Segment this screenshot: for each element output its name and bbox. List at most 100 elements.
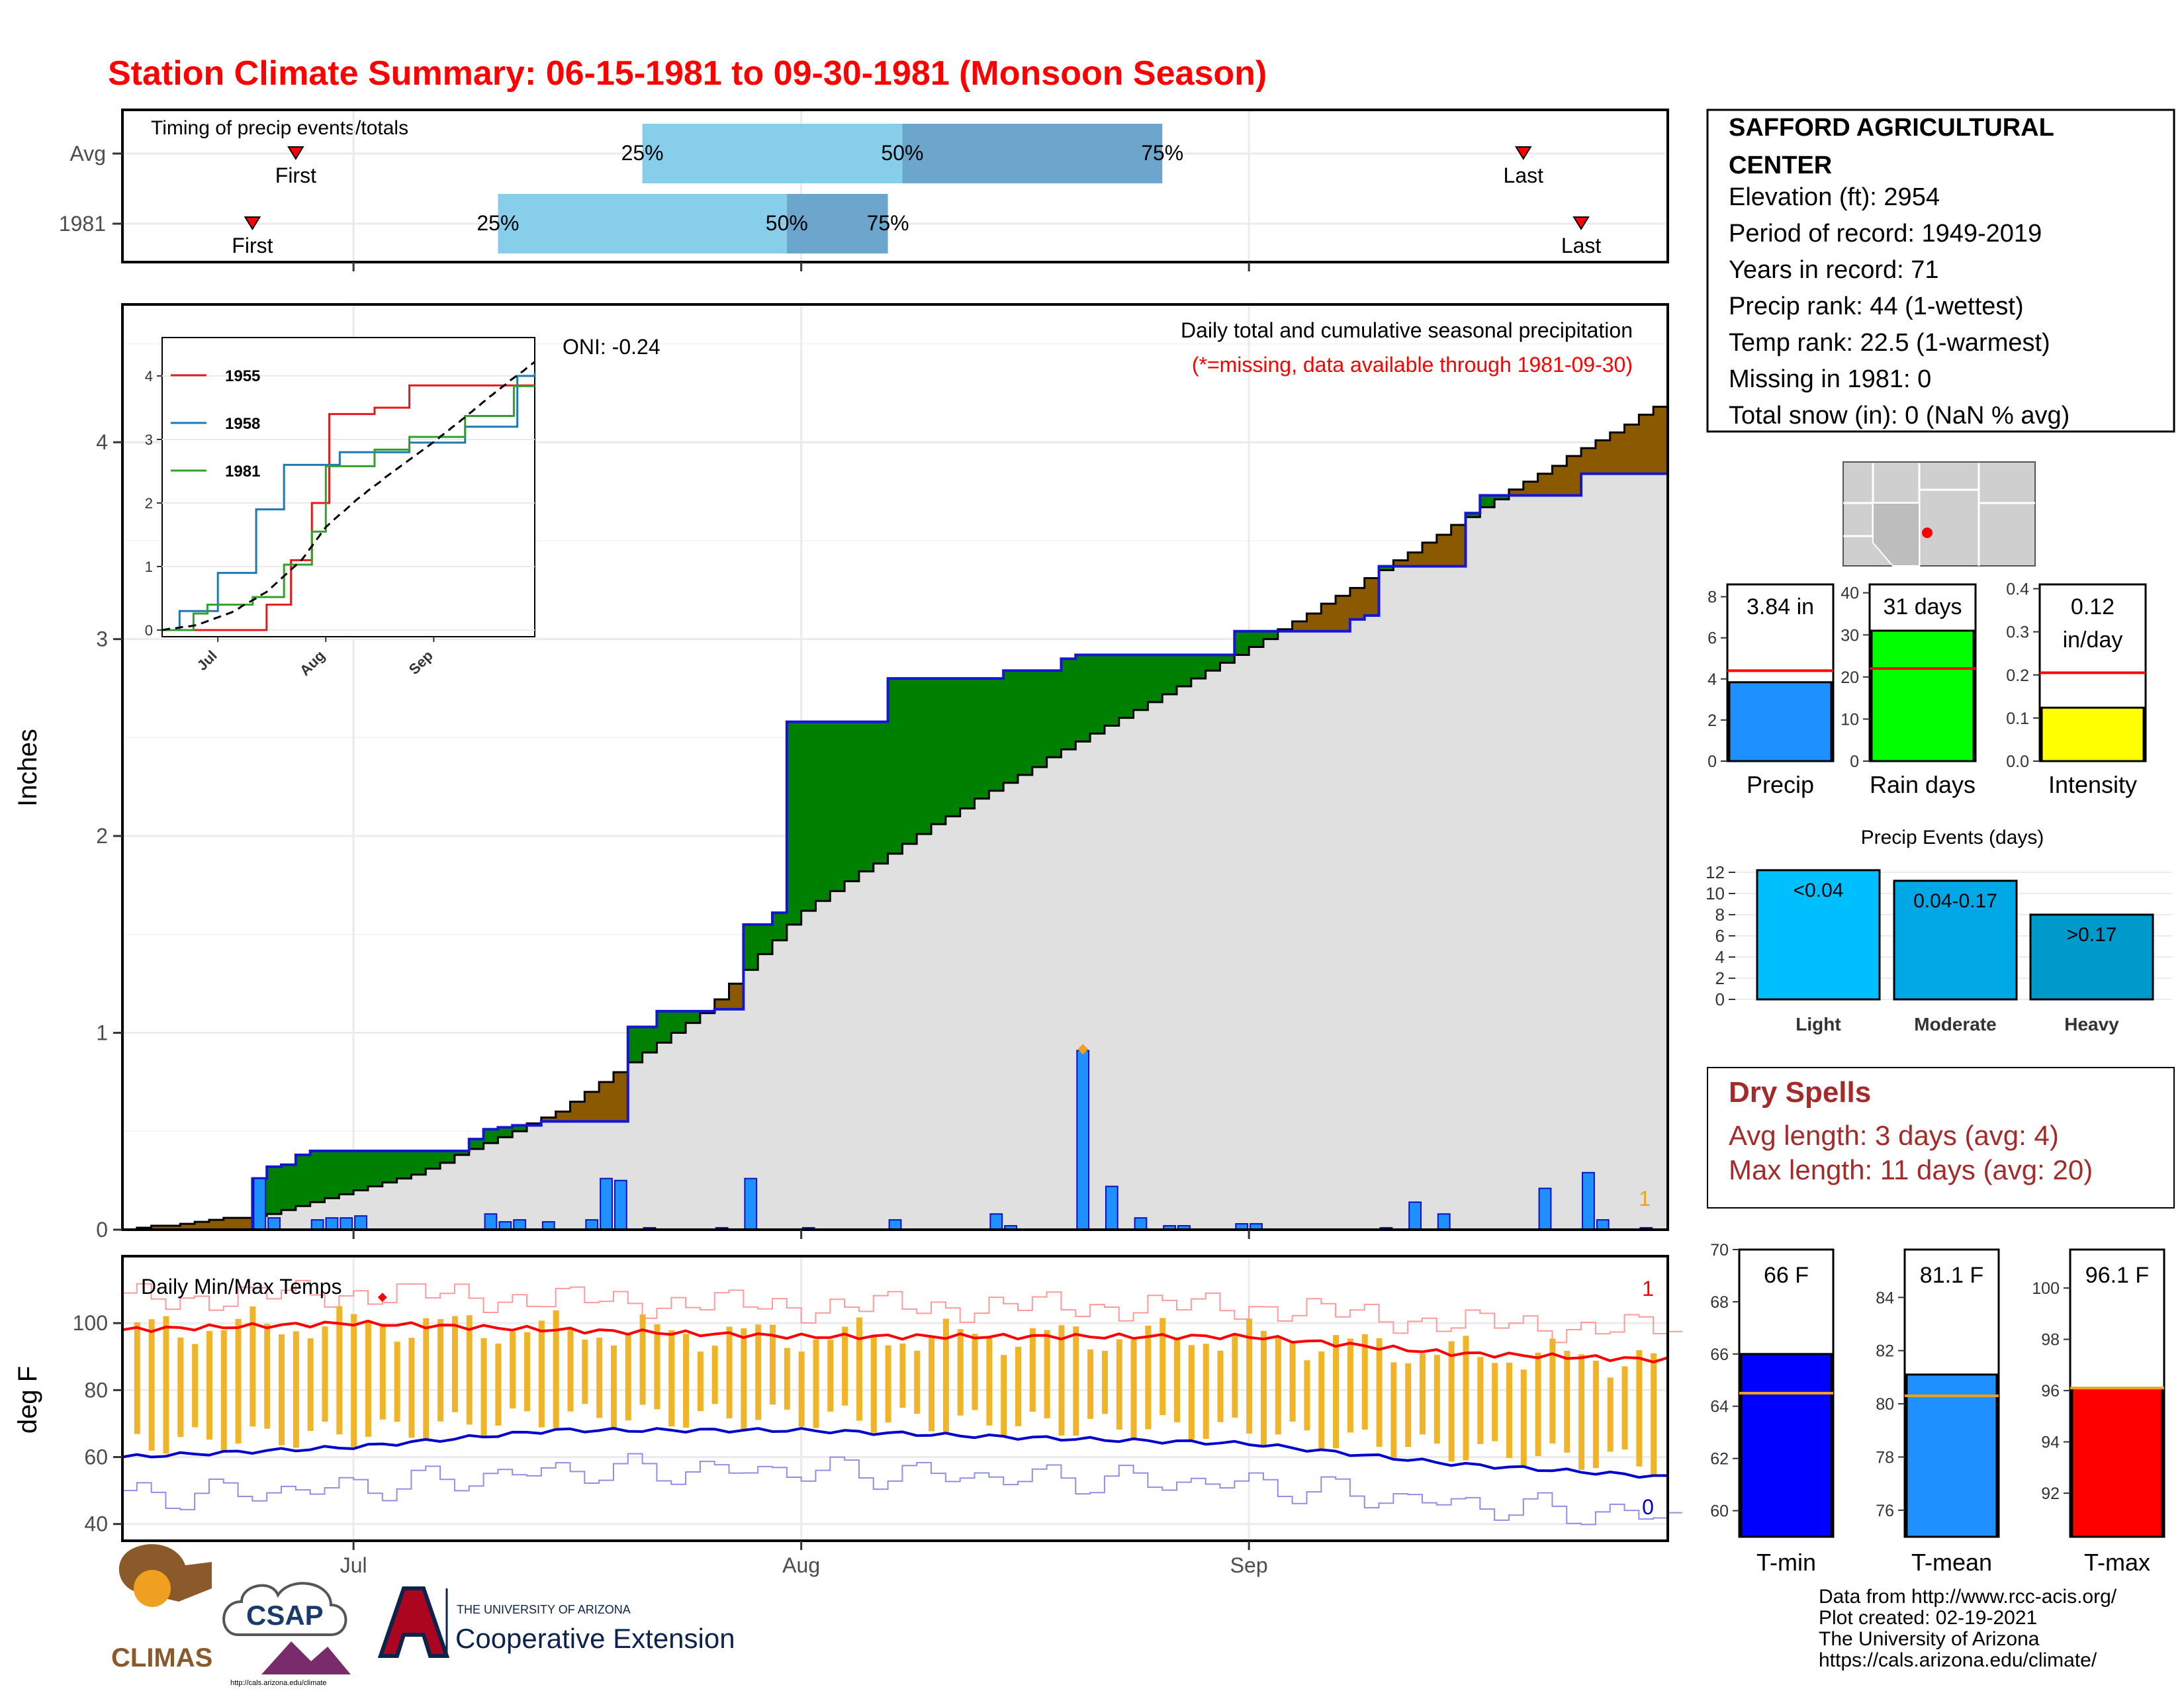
timing-row-label: 1981 — [59, 212, 106, 236]
inset-series-line — [162, 373, 536, 631]
precip-surplus-area — [989, 678, 1004, 791]
daily-temp-range-bar — [322, 1326, 328, 1422]
precip-surplus-area — [671, 1011, 686, 1033]
precip-deficit-area — [238, 1218, 253, 1230]
daily-temp-range-bar — [1549, 1338, 1556, 1444]
summary-bar-value: 0.12 — [2071, 594, 2115, 619]
precip-deficit-area — [1552, 465, 1567, 496]
temp-summary-value: 81.1 F — [1920, 1263, 1983, 1288]
summary-bar-label: Intensity — [2048, 771, 2137, 798]
timing-last-marker — [1514, 146, 1532, 160]
daily-temp-range-bar — [495, 1344, 502, 1426]
precip-surplus-area — [411, 1151, 426, 1175]
precip-surplus-area — [367, 1151, 383, 1187]
precip-panel: 0 1 2 3 4 Inches Daily total and cumulative se… — [13, 303, 1669, 1242]
precip-surplus-area — [426, 1151, 441, 1169]
precip-event-range: <0.04 — [1794, 880, 1844, 901]
precip-surplus-area — [627, 1027, 643, 1063]
precip-surplus-area — [1205, 655, 1221, 671]
precip-surplus-area — [353, 1151, 369, 1191]
temp-summary-y-tick-label: 64 — [1710, 1398, 1729, 1416]
precip-surplus-area — [1075, 655, 1091, 742]
precip-deficit-area — [1436, 535, 1452, 567]
summary-bar-fill — [1728, 681, 1833, 762]
daily-temp-range-bar — [163, 1316, 169, 1454]
inset-frame — [161, 337, 535, 637]
precip-panel-frame — [121, 303, 1669, 1231]
daily-precip-bar — [267, 1217, 281, 1231]
daily-temp-range-bar — [1015, 1346, 1021, 1426]
daily-temp-range-bar — [1448, 1341, 1455, 1462]
precip-deficit-area — [1653, 406, 1668, 474]
precip-surplus-area — [887, 678, 903, 854]
timing-label-25: 25% — [621, 141, 664, 165]
precip-surplus-area — [1494, 495, 1510, 500]
daily-temp-range-bar — [1188, 1345, 1195, 1440]
daily-precip-bar — [1076, 1050, 1090, 1230]
timing-label-50: 50% — [881, 141, 923, 165]
daily-temp-range-bar — [524, 1332, 531, 1412]
daily-temp-range-bar — [798, 1351, 805, 1427]
daily-temp-range-bar — [553, 1310, 559, 1428]
daily-temp-range-bar — [264, 1324, 271, 1429]
dry-spells-max: Max length: 11 days (avg: 20) — [1729, 1154, 2093, 1185]
daily-temp-range-bar — [639, 1314, 646, 1405]
daily-temp-range-bar — [1420, 1353, 1426, 1435]
figure-title: Station Climate Summary: 06-15-1981 to 0… — [108, 54, 1267, 93]
precip-events-title: Precip Events (days) — [1861, 827, 2044, 848]
daily-temp-range-bar — [351, 1314, 357, 1447]
daily-temp-range-bar — [842, 1326, 848, 1406]
daily-temp-range-bar — [192, 1344, 199, 1428]
timing-label-75: 75% — [867, 211, 909, 235]
inset-legend-label: 1981 — [225, 463, 260, 480]
precip-deficit-area — [208, 1220, 224, 1230]
temp-summary-fill — [1905, 1373, 1998, 1538]
precip-deficit-area — [1624, 424, 1639, 474]
precip-surplus-area — [931, 678, 946, 825]
precip-surplus-area — [281, 1164, 296, 1211]
dry-spells-title: Dry Spells — [1729, 1076, 1871, 1109]
max-daily-precip-marker — [1077, 1044, 1089, 1055]
timing-bar-25-50 — [642, 124, 903, 183]
temp-summary-y-tick-label: 60 — [1710, 1502, 1729, 1521]
precip-surplus-area — [1234, 631, 1250, 655]
events-y-tick-label: 8 — [1715, 905, 1725, 925]
precip-deficit-area — [1393, 560, 1408, 567]
temp-summary-y-tick-label: 76 — [1876, 1502, 1894, 1520]
precip-surplus-area — [324, 1151, 340, 1199]
temp-summary-y-tick-label: 98 — [2041, 1331, 2060, 1349]
temperature-summary-bars: 66 F T-min 60 62 64 66 68 70 81.1 F T-mean 76 78 80 8… — [1710, 1241, 2165, 1576]
daily-temp-range-bar — [1116, 1339, 1122, 1430]
daily-temp-range-bar — [929, 1336, 935, 1432]
temp-panel-label: Daily Min/Max Temps — [141, 1275, 341, 1299]
station-info-line: Missing in 1981: 0 — [1729, 365, 1931, 393]
precip-deficit-area — [195, 1222, 210, 1230]
daily-precip-bar — [513, 1219, 527, 1231]
precip-surplus-area — [1177, 655, 1192, 687]
events-y-tick-label: 4 — [1715, 947, 1725, 967]
precip-surplus-area — [1148, 655, 1163, 702]
temp-summary-y-tick-label: 62 — [1710, 1450, 1729, 1469]
precip-surplus-area — [830, 721, 845, 891]
precip-surplus-area — [1162, 655, 1177, 694]
timing-first-label: First — [232, 234, 273, 257]
daily-temp-range-bar — [148, 1319, 155, 1451]
daily-temp-range-bar — [567, 1329, 574, 1412]
precip-deficit-area — [1321, 604, 1336, 631]
station-location-dot — [1922, 527, 1933, 538]
precip-deficit-area — [541, 1117, 557, 1122]
inset-legend-label: 1955 — [225, 367, 260, 385]
daily-temp-range-bar — [1145, 1325, 1152, 1430]
daily-temp-range-bar — [437, 1319, 444, 1422]
daily-temp-range-bar — [365, 1321, 371, 1437]
precip-y-axis-label: Inches — [13, 729, 42, 807]
timing-panel-label: Timing of precip events/totals — [151, 117, 408, 139]
daily-temp-range-bar — [1130, 1340, 1137, 1441]
precip-surplus-area — [758, 924, 773, 954]
temp-summary-y-tick-label: 68 — [1710, 1293, 1729, 1312]
daily-temp-range-bar — [220, 1330, 227, 1453]
temp-summary-label: T-min — [1756, 1549, 1816, 1576]
precip-surplus-area — [295, 1154, 311, 1207]
summary-bar-y-tick-label: 0.2 — [2006, 666, 2029, 685]
dry-spells-avg: Avg length: 3 days (avg: 4) — [1729, 1120, 2059, 1151]
